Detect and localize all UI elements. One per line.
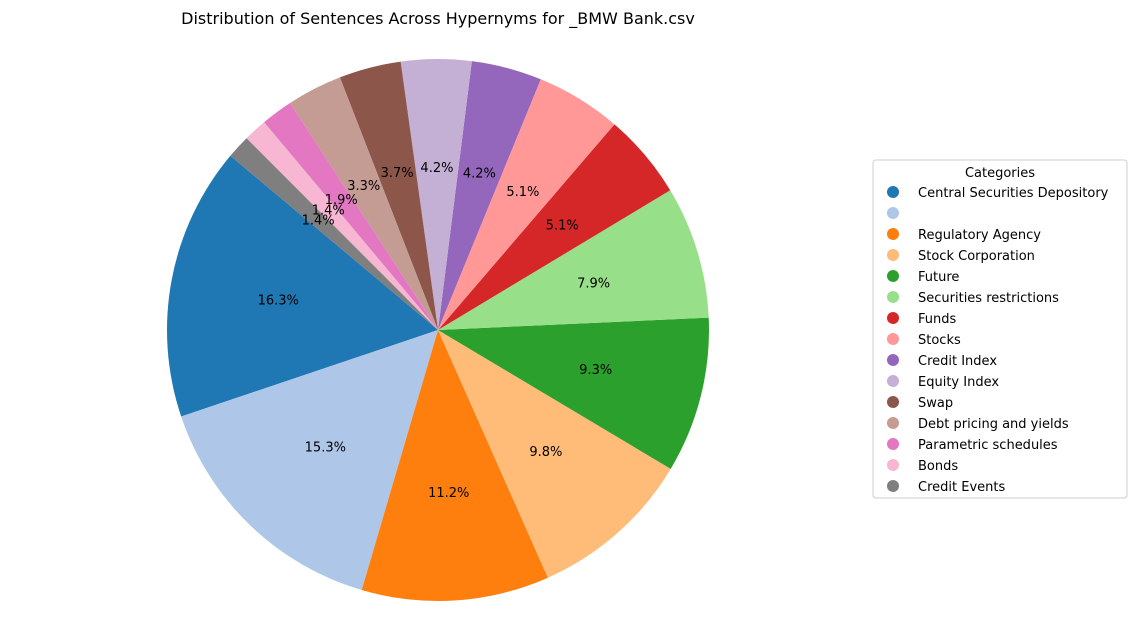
pie-slice bbox=[290, 77, 438, 330]
pie-slice bbox=[246, 122, 438, 330]
slice-percent-label: 7.9% bbox=[577, 276, 610, 291]
legend-marker bbox=[887, 291, 899, 303]
pie-slice bbox=[400, 59, 472, 331]
pie-slice bbox=[230, 138, 438, 330]
legend-title: Categories bbox=[965, 166, 1035, 181]
chart-title: Distribution of Sentences Across Hyperny… bbox=[181, 9, 695, 29]
legend-label: Regulatory Agency bbox=[918, 228, 1041, 243]
legend-marker bbox=[887, 459, 899, 471]
slice-percent-label: 1.4% bbox=[312, 204, 345, 219]
pie-slices bbox=[167, 59, 710, 602]
pie-slice bbox=[438, 317, 710, 469]
legend-label: Swap bbox=[918, 396, 953, 411]
slice-percent-label: 5.1% bbox=[546, 219, 579, 234]
slice-percent-label: 9.3% bbox=[579, 363, 612, 378]
legend-marker bbox=[887, 396, 899, 408]
legend-label: Central Securities Depository bbox=[918, 186, 1109, 201]
legend-label: Future bbox=[918, 270, 959, 285]
legend-marker bbox=[887, 354, 899, 366]
legend-label: Parametric schedules bbox=[918, 438, 1058, 453]
legend-label: Stocks bbox=[918, 333, 961, 348]
slice-percent-label: 1.4% bbox=[302, 214, 335, 229]
pie-percent-labels: 16.3% 15.3% 11.2% 9.8% 9.3% 7.9% 5.1% 5.1% 4.2% 4… bbox=[258, 161, 613, 501]
slice-percent-label: 3.7% bbox=[381, 166, 414, 181]
legend-marker bbox=[887, 333, 899, 345]
legend-marker bbox=[887, 249, 899, 261]
legend-items: Central Securities Depository Regulatory … bbox=[887, 186, 1109, 495]
pie-slice bbox=[181, 330, 438, 591]
slice-percent-label: 15.3% bbox=[305, 441, 346, 456]
legend-label: Funds bbox=[918, 312, 956, 327]
slice-percent-label: 1.9% bbox=[325, 193, 358, 208]
slice-percent-label: 4.2% bbox=[463, 166, 496, 181]
legend-label: Stock Corporation bbox=[918, 249, 1035, 264]
legend: Categories Central Securities Depository… bbox=[872, 159, 1128, 499]
legend-marker bbox=[887, 186, 899, 198]
pie-slice bbox=[339, 61, 438, 331]
legend-marker bbox=[887, 228, 899, 240]
pie-slice bbox=[438, 79, 615, 330]
slice-percent-label: 9.8% bbox=[529, 445, 562, 460]
slice-percent-label: 3.3% bbox=[347, 179, 380, 194]
pie-slice bbox=[167, 155, 438, 417]
legend-marker bbox=[887, 207, 899, 219]
slice-percent-label: 4.2% bbox=[420, 161, 453, 176]
legend-label: Securities restrictions bbox=[918, 291, 1059, 306]
legend-label: Equity Index bbox=[918, 375, 999, 390]
legend-frame bbox=[872, 159, 1128, 499]
pie-slice bbox=[438, 330, 671, 578]
legend-label: Debt pricing and yields bbox=[918, 417, 1069, 432]
slice-percent-label: 16.3% bbox=[258, 293, 299, 308]
legend-marker bbox=[887, 375, 899, 387]
pie-slice bbox=[264, 102, 438, 330]
legend-label: Credit Index bbox=[918, 354, 997, 369]
legend-marker bbox=[887, 438, 899, 450]
legend-marker bbox=[887, 270, 899, 282]
slice-percent-label: 11.2% bbox=[428, 486, 469, 501]
pie-slice bbox=[438, 190, 709, 330]
legend-marker bbox=[887, 480, 899, 492]
legend-marker bbox=[887, 312, 899, 324]
legend-label: Bonds bbox=[918, 459, 958, 474]
legend-marker bbox=[887, 417, 899, 429]
slice-percent-label: 5.1% bbox=[506, 185, 539, 200]
pie-slice bbox=[361, 330, 548, 602]
legend-label: Credit Events bbox=[918, 480, 1005, 495]
pie-slice bbox=[438, 124, 671, 330]
pie-slice bbox=[438, 61, 541, 330]
